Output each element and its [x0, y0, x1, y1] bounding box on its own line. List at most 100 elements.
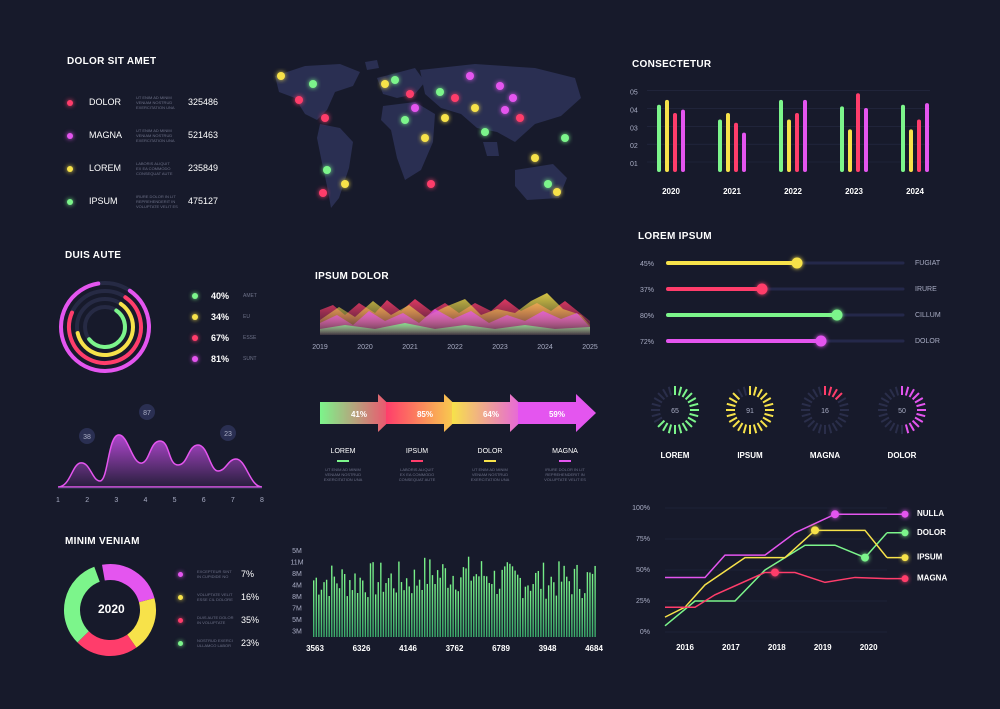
histogram-bar [558, 561, 560, 637]
histogram-bar [511, 566, 514, 637]
gauge-tick [831, 422, 838, 432]
wave-tick-label: 8 [260, 497, 264, 504]
gauge-tick [651, 402, 661, 408]
gauge-tick [837, 397, 847, 404]
map-marker [391, 76, 399, 84]
gauge-tick [812, 422, 819, 432]
donut-legend-pct: 16% [241, 592, 260, 602]
histogram-bar [367, 597, 369, 637]
histogram-bar [320, 589, 323, 637]
bar [681, 109, 685, 172]
mountain-title: IPSUM DOLOR [315, 271, 389, 282]
legend-dot [67, 166, 73, 172]
histogram-bar [488, 582, 490, 637]
histogram-bar [529, 590, 532, 637]
histogram-bar [411, 593, 413, 637]
histogram-y-label: 8M [292, 594, 302, 601]
histogram-bar [568, 581, 570, 637]
donut-legend-dot [178, 572, 183, 577]
radial-bar [67, 295, 143, 365]
histogram-bar [467, 556, 470, 637]
arrow-underline [337, 460, 349, 462]
legend-dot [67, 199, 73, 205]
histogram-bar [323, 582, 325, 637]
gauge-tick [759, 392, 768, 401]
gauge-tick [908, 388, 915, 398]
gauge-tick [752, 424, 758, 434]
mountain-tick-label: 2020 [357, 344, 373, 351]
gauge-tick [677, 424, 683, 434]
gauge-value: 16 [821, 408, 829, 415]
legend-value: 475127 [188, 196, 219, 206]
slider-pct: 72% [640, 339, 654, 346]
arrow-desc: IRURE DOLOR IN LIT REPREHENDERIT IN VOLU… [544, 467, 586, 482]
histogram-bar [349, 580, 351, 637]
histogram-y-label: 11M [290, 560, 303, 567]
line-series [665, 571, 888, 608]
arrow-label: IPSUM [405, 448, 429, 455]
bar-y-tick: 03 [630, 125, 638, 132]
gauge-tick [904, 386, 910, 396]
gauge-tick [657, 392, 666, 401]
legend-value: 521463 [188, 130, 219, 140]
wave-tick-label: 6 [202, 497, 206, 504]
gauge-tick [764, 402, 774, 408]
gauge-tick [689, 402, 699, 408]
gauge-tick [762, 397, 772, 404]
gauge-tick [653, 397, 663, 404]
line-x-label: 2020 [860, 643, 878, 652]
histogram-bar [449, 584, 452, 637]
gauge-tick [817, 386, 823, 396]
gauge-tick [742, 424, 748, 434]
mountain-tick-label: 2021 [402, 344, 418, 351]
histogram-bar [426, 583, 428, 637]
gauge-row: 65 LOREM 91 IPSUM 16 MAGNA 50 DOLOR [651, 386, 926, 460]
map-marker [441, 114, 449, 122]
bar [718, 119, 722, 172]
histogram-bar [460, 577, 462, 637]
gauge-value: 65 [671, 408, 679, 415]
line-y-tick: 25% [636, 598, 650, 605]
landmass [377, 68, 425, 98]
bar-y-tick: 04 [630, 108, 638, 115]
histogram-bar [457, 591, 459, 637]
histogram-bar [537, 570, 540, 637]
progress-arrow [386, 394, 464, 432]
histogram-bar [555, 595, 558, 637]
wave-tick-label: 7 [231, 497, 235, 504]
gauge-tick [827, 386, 833, 396]
bar [657, 104, 661, 172]
landmass [317, 124, 353, 208]
gauge-tick [807, 419, 816, 428]
gauge-tick [812, 388, 819, 398]
histogram-bar [542, 562, 545, 637]
arrow-desc: UT ENIM AD MINIM VENIAM NOSTRUD EXERCITA… [470, 467, 510, 482]
bar [864, 108, 868, 172]
gauge-tick [737, 388, 744, 398]
histogram-bar [429, 559, 431, 637]
landmass [420, 64, 581, 142]
gauge-tick [759, 419, 768, 428]
landmass [483, 142, 499, 156]
map-marker [516, 114, 524, 122]
arrow-underline [484, 460, 496, 462]
histogram-bar [589, 572, 591, 637]
histogram-bar [336, 583, 338, 637]
wave-annotation-label: 38 [83, 434, 91, 441]
slider-title: LOREM IPSUM [638, 231, 712, 242]
radial-legend-label: SUNT [243, 356, 257, 362]
slider-knob [791, 257, 803, 269]
slider-knob [756, 283, 768, 295]
map-marker [561, 134, 569, 142]
arrow-percent: 41% [351, 410, 367, 419]
histogram-bar [496, 593, 498, 637]
histogram-bar [380, 562, 382, 637]
gauge-tick [914, 397, 924, 404]
gauge-tick [911, 392, 920, 401]
histogram-bar [374, 594, 377, 637]
gauge-tick [908, 422, 915, 432]
donut-legend-pct: 7% [241, 569, 255, 579]
gauge-tick [662, 422, 669, 432]
wave-tick-label: 3 [114, 497, 118, 504]
